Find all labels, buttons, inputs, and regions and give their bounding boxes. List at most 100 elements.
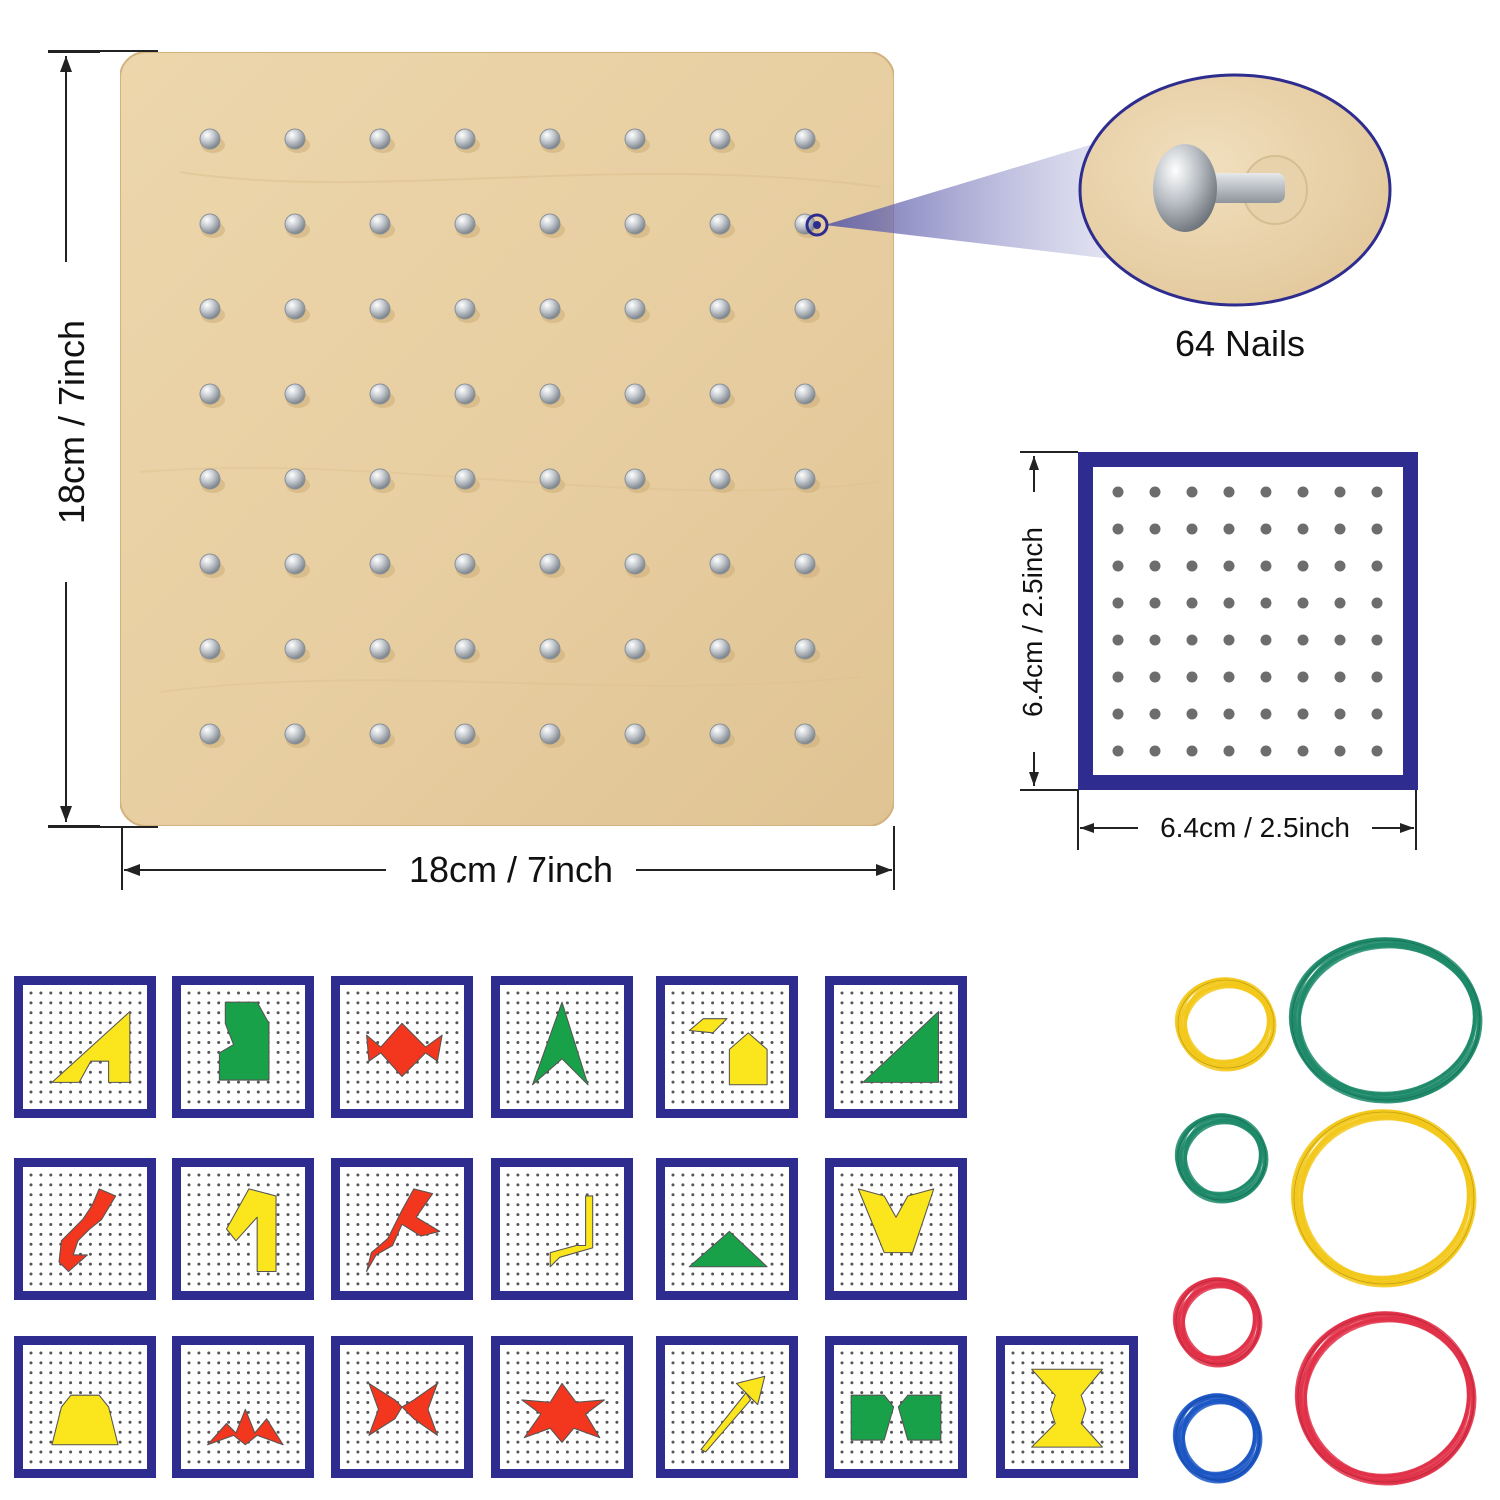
grid-dot [1100,1440,1104,1444]
grid-dot [760,1242,764,1246]
grid-dot [711,1410,715,1414]
grid-dot [445,1351,449,1355]
grid-dot [266,1440,270,1444]
grid-dot [276,1173,280,1177]
grid-dot [949,1420,953,1424]
grid-dot [346,1031,350,1035]
grid-dot [506,1173,510,1177]
grid-dot [760,1361,764,1365]
grid-dot [118,1381,122,1385]
grid-dot [909,1371,913,1375]
grid-dot [671,1203,675,1207]
grid-dot [870,1262,874,1266]
grid-dot [227,1193,231,1197]
grid-dot [506,1232,510,1236]
grid-dot [346,1351,350,1355]
pattern-card-face [665,1345,789,1469]
grid-dot [1100,1381,1104,1385]
grid-dot [605,1252,609,1256]
grid-dot [98,1001,102,1005]
grid-dot [526,1272,530,1276]
grid-dot [237,1100,240,1104]
grid-dot [227,1420,231,1424]
grid-dot [445,1391,449,1395]
grid-dot [1100,1410,1104,1414]
grid-dot [701,1371,705,1375]
grid-dot [585,1361,589,1365]
grid-dot [1080,1450,1084,1454]
grid-dot [909,1262,913,1266]
grid-dot [79,1371,82,1375]
grid-dot [890,1282,893,1286]
nail [794,638,816,660]
grid-dot [455,1282,459,1286]
grid-dot [237,1371,240,1375]
grid-dot [98,1262,102,1266]
grid-dot [565,1460,569,1464]
grid-dot [396,1213,399,1217]
grid-dot [79,1183,82,1187]
grid-dot [506,1371,510,1375]
grid-dot [860,1021,864,1025]
grid-dot [760,1021,764,1025]
grid-dot [565,1223,569,1226]
grid-dot [1100,1371,1104,1375]
nail [624,298,646,320]
grid-dot [128,1450,132,1454]
grid-dot [207,1410,211,1414]
card-width-label: 6.4cm / 2.5inch [1138,812,1372,844]
grid-dot [1297,671,1309,683]
grid-dot [770,991,774,995]
rubber-band [1174,1113,1269,1204]
grid-dot [296,1070,300,1074]
grid-dot [575,1272,579,1276]
grid-dot [128,1232,132,1236]
grid-dot [39,1001,43,1005]
grid-dot [770,1401,774,1404]
grid-dot [919,1262,923,1266]
grid-dot [506,1090,510,1094]
grid-dot [217,1272,221,1276]
grid-dot [246,1391,250,1395]
grid-dot [266,1460,270,1464]
grid-dot [740,1410,744,1414]
grid-dot [445,1021,449,1025]
grid-dot [780,1450,784,1454]
grid-dot [366,1100,370,1104]
grid-dot [1090,1401,1094,1404]
grid-dot [671,1090,675,1094]
grid-dot [770,1041,774,1044]
grid-dot [455,1420,459,1424]
grid-dot [615,1001,619,1005]
grid-dot [276,991,280,995]
grid-dot [39,1272,43,1276]
grid-dot [899,1391,903,1395]
grid-dot [29,1001,33,1005]
grid-dot [740,1282,744,1286]
grid-dot [536,1232,540,1236]
grid-dot [556,1090,559,1094]
grid-dot [207,1223,211,1226]
grid-dot [1149,708,1161,720]
card-height-label: 6.4cm / 2.5inch [1017,492,1049,752]
grid-dot [415,1021,419,1025]
nail [454,213,476,235]
grid-dot [276,1060,280,1064]
grid-dot [605,1391,609,1395]
grid-dot [595,1100,599,1104]
grid-dot [556,1440,559,1444]
grid-dot [346,1011,350,1015]
grid-dot [929,1371,933,1375]
grid-dot [1031,1420,1035,1424]
grid-dot [740,1272,744,1276]
grid-dot [187,1401,191,1404]
grid-dot [1149,486,1161,498]
grid-dot [88,1252,92,1256]
grid-dot [356,1080,360,1084]
grid-dot [69,1011,73,1015]
grid-dot [237,1401,240,1404]
grid-dot [585,1282,589,1286]
grid-dot [39,1193,43,1197]
pattern-card [172,1336,314,1478]
grid-dot [939,1173,943,1177]
